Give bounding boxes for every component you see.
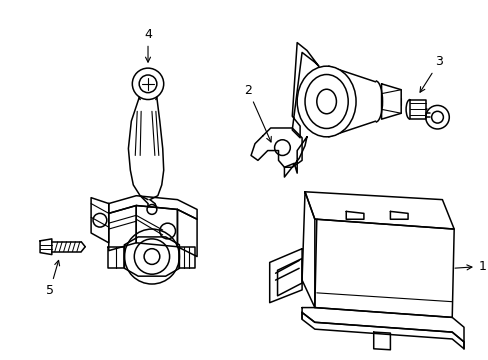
Text: 2: 2 bbox=[244, 84, 271, 142]
Text: 3: 3 bbox=[419, 55, 443, 92]
Polygon shape bbox=[302, 192, 314, 307]
Text: 1: 1 bbox=[454, 260, 486, 273]
Polygon shape bbox=[302, 312, 463, 349]
Ellipse shape bbox=[297, 66, 355, 137]
Polygon shape bbox=[314, 219, 453, 318]
Text: 5: 5 bbox=[46, 260, 60, 297]
Text: 4: 4 bbox=[144, 28, 152, 62]
Polygon shape bbox=[269, 249, 302, 303]
Polygon shape bbox=[305, 192, 453, 229]
Polygon shape bbox=[302, 307, 463, 342]
